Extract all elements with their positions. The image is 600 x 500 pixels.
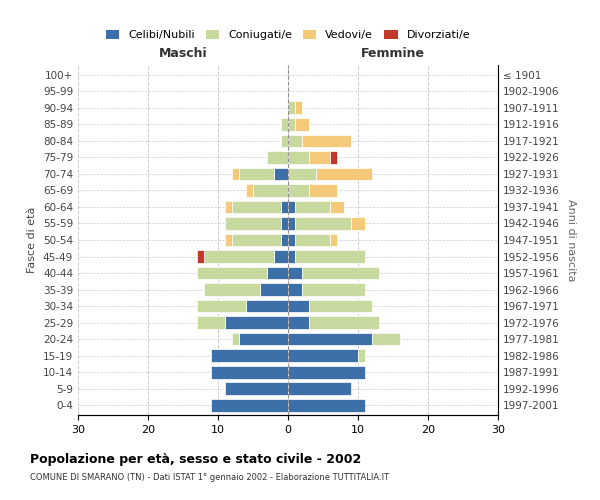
Bar bbox=[211, 366, 288, 378]
Bar bbox=[232, 168, 239, 180]
Bar bbox=[232, 332, 239, 345]
Bar bbox=[295, 118, 309, 131]
Bar bbox=[204, 283, 260, 296]
Text: Maschi: Maschi bbox=[158, 47, 208, 60]
Bar bbox=[281, 234, 288, 246]
Bar bbox=[288, 398, 365, 411]
Bar bbox=[281, 200, 288, 213]
Bar bbox=[288, 283, 302, 296]
Bar bbox=[288, 266, 302, 280]
Bar bbox=[288, 300, 309, 312]
Bar bbox=[281, 134, 288, 147]
Bar bbox=[225, 234, 232, 246]
Bar bbox=[288, 234, 295, 246]
Bar bbox=[211, 349, 288, 362]
Bar bbox=[288, 382, 351, 395]
Bar bbox=[330, 200, 344, 213]
Bar bbox=[288, 151, 309, 164]
Bar bbox=[225, 382, 288, 395]
Bar bbox=[288, 168, 316, 180]
Bar bbox=[267, 266, 288, 280]
Bar bbox=[358, 349, 365, 362]
Bar bbox=[225, 316, 288, 329]
Bar bbox=[316, 168, 372, 180]
Bar bbox=[232, 200, 281, 213]
Bar bbox=[330, 151, 337, 164]
Bar bbox=[267, 151, 288, 164]
Bar bbox=[351, 217, 365, 230]
Bar bbox=[225, 217, 281, 230]
Bar bbox=[281, 118, 288, 131]
Bar bbox=[239, 332, 288, 345]
Bar bbox=[288, 250, 295, 263]
Bar bbox=[246, 300, 288, 312]
Bar bbox=[232, 234, 281, 246]
Bar bbox=[295, 217, 351, 230]
Text: COMUNE DI SMARANO (TN) - Dati ISTAT 1° gennaio 2002 - Elaborazione TUTTITALIA.IT: COMUNE DI SMARANO (TN) - Dati ISTAT 1° g… bbox=[30, 472, 389, 482]
Bar bbox=[295, 250, 365, 263]
Y-axis label: Anni di nascita: Anni di nascita bbox=[566, 198, 576, 281]
Bar bbox=[288, 316, 309, 329]
Bar bbox=[197, 316, 225, 329]
Bar bbox=[274, 250, 288, 263]
Bar bbox=[288, 184, 309, 197]
Bar bbox=[372, 332, 400, 345]
Bar bbox=[309, 184, 337, 197]
Y-axis label: Fasce di età: Fasce di età bbox=[28, 207, 37, 273]
Bar bbox=[309, 151, 330, 164]
Bar bbox=[302, 283, 365, 296]
Bar bbox=[246, 184, 253, 197]
Text: Femmine: Femmine bbox=[361, 47, 425, 60]
Bar bbox=[295, 234, 330, 246]
Bar bbox=[288, 118, 295, 131]
Bar bbox=[253, 184, 288, 197]
Bar bbox=[281, 217, 288, 230]
Bar bbox=[260, 283, 288, 296]
Bar bbox=[330, 234, 337, 246]
Bar bbox=[288, 349, 358, 362]
Legend: Celibi/Nubili, Coniugati/e, Vedovi/e, Divorziati/e: Celibi/Nubili, Coniugati/e, Vedovi/e, Di… bbox=[101, 25, 475, 44]
Text: Popolazione per età, sesso e stato civile - 2002: Popolazione per età, sesso e stato civil… bbox=[30, 452, 361, 466]
Bar bbox=[197, 300, 246, 312]
Bar bbox=[204, 250, 274, 263]
Bar bbox=[302, 134, 351, 147]
Bar bbox=[211, 398, 288, 411]
Bar bbox=[288, 366, 365, 378]
Bar bbox=[295, 102, 302, 114]
Bar bbox=[197, 266, 267, 280]
Bar bbox=[288, 217, 295, 230]
Bar bbox=[309, 300, 372, 312]
Bar bbox=[288, 102, 295, 114]
Bar bbox=[309, 316, 379, 329]
Bar bbox=[288, 200, 295, 213]
Bar bbox=[288, 332, 372, 345]
Bar bbox=[295, 200, 330, 213]
Bar bbox=[274, 168, 288, 180]
Bar bbox=[288, 134, 302, 147]
Bar bbox=[239, 168, 274, 180]
Bar bbox=[197, 250, 204, 263]
Bar bbox=[302, 266, 379, 280]
Bar bbox=[225, 200, 232, 213]
